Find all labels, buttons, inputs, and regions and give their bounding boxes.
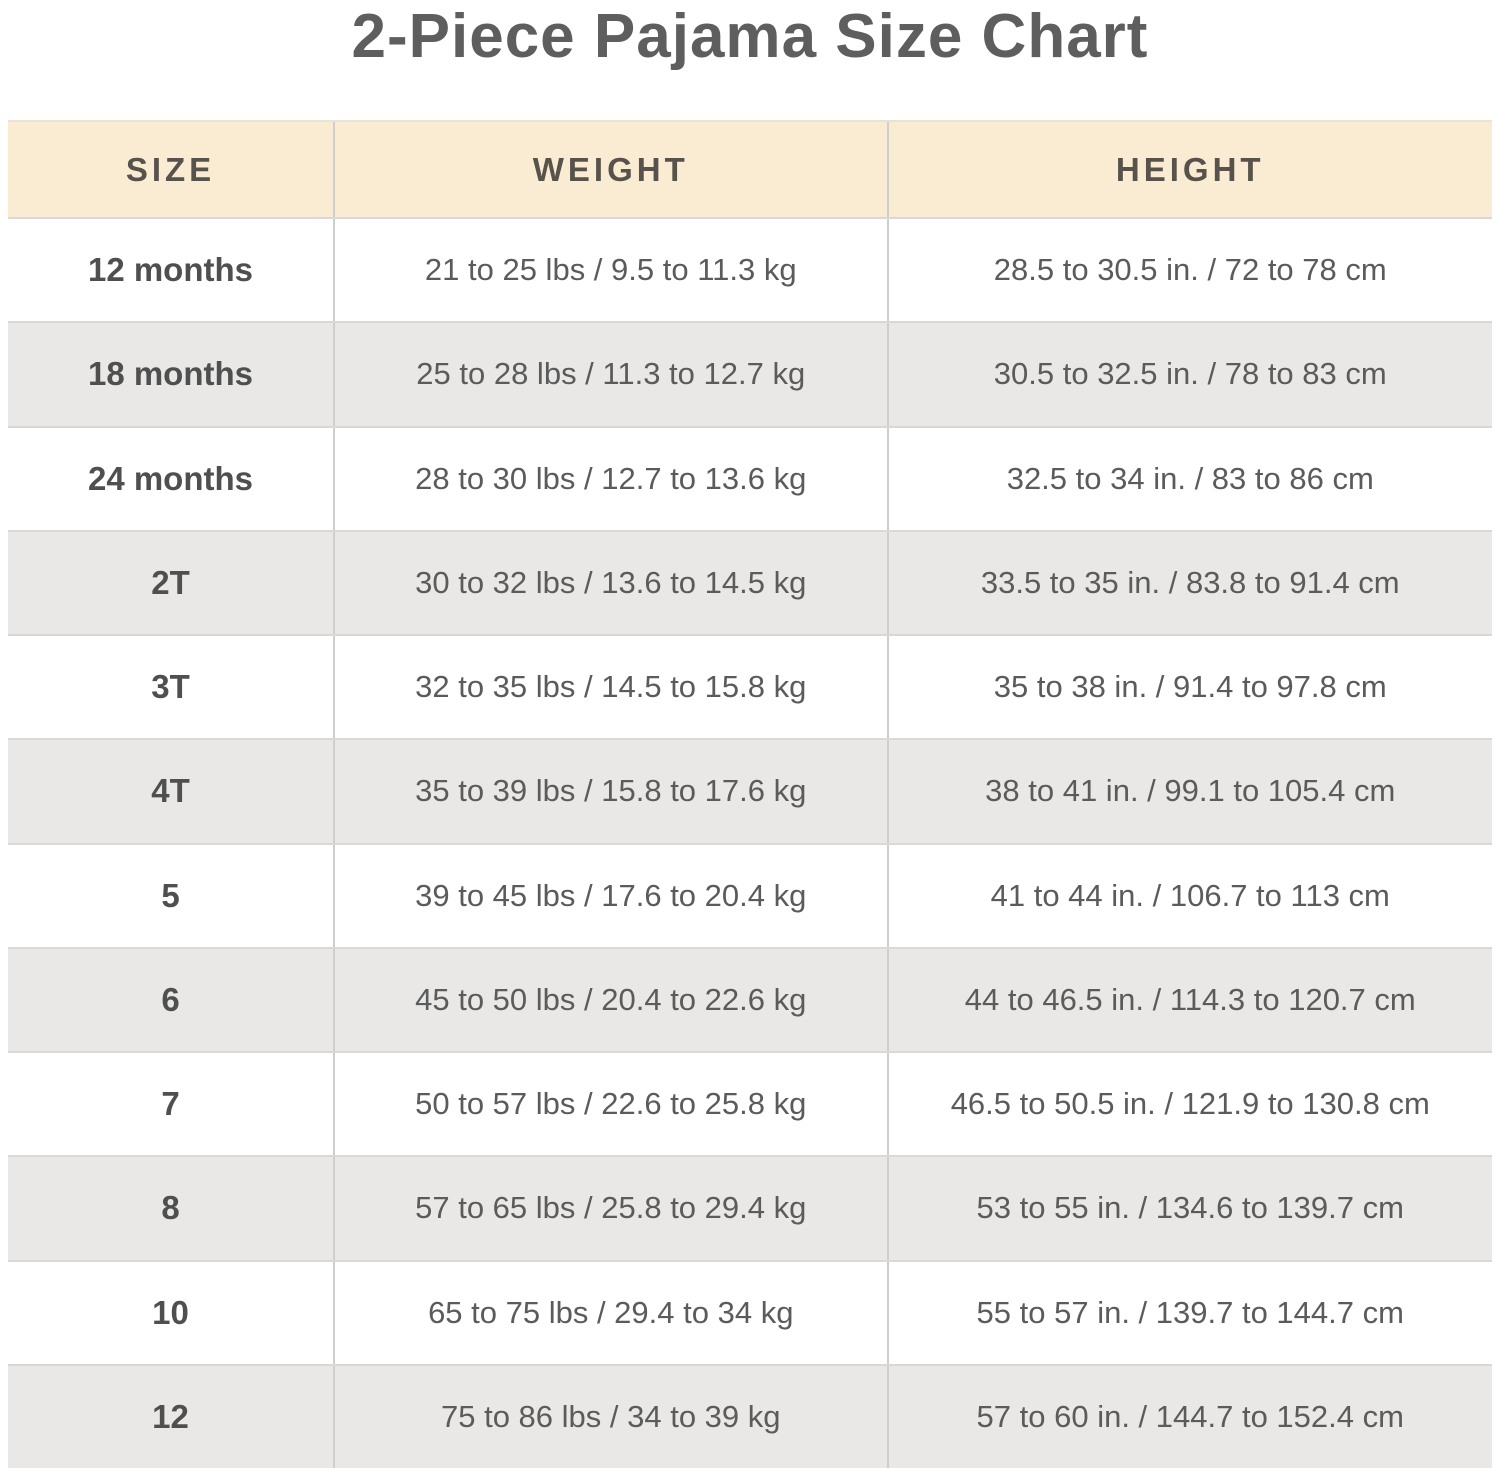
weight-cell: 39 to 45 lbs / 17.6 to 20.4 kg bbox=[332, 844, 887, 947]
table-row: 5 39 to 45 lbs / 17.6 to 20.4 kg 41 to 4… bbox=[8, 842, 1492, 947]
height-cell: 46.5 to 50.5 in. / 121.9 to 130.8 cm bbox=[886, 1053, 1492, 1156]
height-cell: 35 to 38 in. / 91.4 to 97.8 cm bbox=[886, 636, 1492, 739]
table-row: 24 months 28 to 30 lbs / 12.7 to 13.6 kg… bbox=[8, 425, 1492, 530]
column-header-size: SIZE bbox=[125, 150, 216, 188]
height-cell: 57 to 60 in. / 144.7 to 152.4 cm bbox=[886, 1365, 1492, 1468]
size-cell: 2T bbox=[151, 563, 190, 601]
table-row: 12 75 to 86 lbs / 34 to 39 kg 57 to 60 i… bbox=[8, 1363, 1492, 1468]
size-cell: 6 bbox=[161, 980, 180, 1018]
weight-cell: 75 to 86 lbs / 34 to 39 kg bbox=[332, 1365, 887, 1468]
weight-cell: 57 to 65 lbs / 25.8 to 29.4 kg bbox=[332, 1157, 887, 1260]
table-row: 12 months 21 to 25 lbs / 9.5 to 11.3 kg … bbox=[8, 217, 1492, 322]
table-row: 3T 32 to 35 lbs / 14.5 to 15.8 kg 35 to … bbox=[8, 634, 1492, 739]
height-cell: 32.5 to 34 in. / 83 to 86 cm bbox=[886, 427, 1492, 530]
column-header-height: HEIGHT bbox=[886, 122, 1492, 217]
table-header-row: SIZE WEIGHT HEIGHT bbox=[8, 122, 1492, 217]
height-cell: 38 to 41 in. / 99.1 to 105.4 cm bbox=[886, 740, 1492, 843]
size-cell: 10 bbox=[152, 1293, 189, 1331]
size-cell: 3T bbox=[151, 668, 190, 706]
table-row: 18 months 25 to 28 lbs / 11.3 to 12.7 kg… bbox=[8, 321, 1492, 426]
height-cell: 30.5 to 32.5 in. / 78 to 83 cm bbox=[886, 323, 1492, 426]
weight-cell: 21 to 25 lbs / 9.5 to 11.3 kg bbox=[332, 219, 887, 322]
size-cell: 12 months bbox=[87, 251, 254, 289]
size-cell: 5 bbox=[161, 876, 180, 914]
weight-cell: 45 to 50 lbs / 20.4 to 22.6 kg bbox=[332, 948, 887, 1051]
table-row: 7 50 to 57 lbs / 22.6 to 25.8 kg 46.5 to… bbox=[8, 1051, 1492, 1156]
weight-cell: 50 to 57 lbs / 22.6 to 25.8 kg bbox=[332, 1053, 887, 1156]
page-title: 2-Piece Pajama Size Chart bbox=[351, 2, 1149, 71]
size-chart-table: SIZE WEIGHT HEIGHT 12 months 21 to 25 lb… bbox=[8, 120, 1492, 1468]
weight-cell: 30 to 32 lbs / 13.6 to 14.5 kg bbox=[332, 531, 887, 634]
size-cell: 7 bbox=[161, 1085, 180, 1123]
table-row: 2T 30 to 32 lbs / 13.6 to 14.5 kg 33.5 t… bbox=[8, 529, 1492, 634]
table-body: 12 months 21 to 25 lbs / 9.5 to 11.3 kg … bbox=[8, 217, 1492, 1468]
table-row: 4T 35 to 39 lbs / 15.8 to 17.6 kg 38 to … bbox=[8, 738, 1492, 843]
size-cell: 8 bbox=[161, 1189, 180, 1227]
weight-cell: 25 to 28 lbs / 11.3 to 12.7 kg bbox=[332, 323, 887, 426]
height-cell: 41 to 44 in. / 106.7 to 113 cm bbox=[886, 844, 1492, 947]
height-cell: 44 to 46.5 in. / 114.3 to 120.7 cm bbox=[886, 948, 1492, 1051]
height-cell: 33.5 to 35 in. / 83.8 to 91.4 cm bbox=[886, 531, 1492, 634]
size-cell: 18 months bbox=[87, 355, 254, 393]
height-cell: 28.5 to 30.5 in. / 72 to 78 cm bbox=[886, 219, 1492, 322]
table-row: 6 45 to 50 lbs / 20.4 to 22.6 kg 44 to 4… bbox=[8, 946, 1492, 1051]
size-cell: 4T bbox=[151, 772, 190, 810]
table-row: 8 57 to 65 lbs / 25.8 to 29.4 kg 53 to 5… bbox=[8, 1155, 1492, 1260]
size-cell: 24 months bbox=[87, 459, 254, 497]
weight-cell: 35 to 39 lbs / 15.8 to 17.6 kg bbox=[332, 740, 887, 843]
column-header-weight: WEIGHT bbox=[332, 122, 887, 217]
table-row: 10 65 to 75 lbs / 29.4 to 34 kg 55 to 57… bbox=[8, 1259, 1492, 1364]
height-cell: 53 to 55 in. / 134.6 to 139.7 cm bbox=[886, 1157, 1492, 1260]
weight-cell: 65 to 75 lbs / 29.4 to 34 kg bbox=[332, 1261, 887, 1364]
height-cell: 55 to 57 in. / 139.7 to 144.7 cm bbox=[886, 1261, 1492, 1364]
size-cell: 12 bbox=[152, 1397, 189, 1435]
weight-cell: 32 to 35 lbs / 14.5 to 15.8 kg bbox=[332, 636, 887, 739]
weight-cell: 28 to 30 lbs / 12.7 to 13.6 kg bbox=[332, 427, 887, 530]
